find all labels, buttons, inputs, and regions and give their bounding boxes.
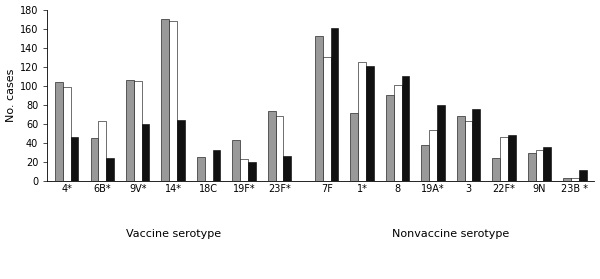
Bar — [91, 138, 98, 181]
Bar — [528, 153, 536, 181]
Bar — [571, 178, 579, 181]
Bar — [240, 159, 248, 181]
Bar — [275, 116, 283, 181]
Bar — [248, 162, 256, 181]
Bar — [421, 145, 429, 181]
Bar — [212, 150, 220, 181]
Bar — [386, 95, 394, 181]
Bar — [134, 81, 142, 181]
Bar — [177, 120, 185, 181]
Bar — [63, 87, 71, 181]
Bar — [563, 178, 571, 181]
Bar — [71, 137, 79, 181]
Bar — [457, 116, 464, 181]
Bar — [283, 156, 291, 181]
Bar — [394, 85, 401, 181]
Bar — [331, 28, 338, 181]
Bar — [358, 62, 366, 181]
Text: Vaccine serotype: Vaccine serotype — [125, 229, 221, 239]
Bar — [323, 57, 331, 181]
Bar — [142, 124, 149, 181]
Bar — [106, 158, 114, 181]
Bar — [161, 19, 169, 181]
Bar — [169, 21, 177, 181]
Bar — [55, 82, 63, 181]
Bar — [268, 110, 275, 181]
Bar — [500, 137, 508, 181]
Bar — [536, 150, 544, 181]
Bar — [232, 140, 240, 181]
Bar — [544, 147, 551, 181]
Bar — [126, 80, 134, 181]
Bar — [508, 135, 516, 181]
Bar — [98, 121, 106, 181]
Bar — [579, 170, 587, 181]
Bar — [464, 121, 472, 181]
Bar — [437, 105, 445, 181]
Bar — [366, 66, 374, 181]
Bar — [350, 113, 358, 181]
Bar — [493, 158, 500, 181]
Bar — [401, 76, 409, 181]
Bar — [315, 36, 323, 181]
Bar — [197, 157, 205, 181]
Bar — [472, 109, 480, 181]
Bar — [429, 131, 437, 181]
Y-axis label: No. cases: No. cases — [5, 69, 16, 122]
Text: Nonvaccine serotype: Nonvaccine serotype — [392, 229, 509, 239]
